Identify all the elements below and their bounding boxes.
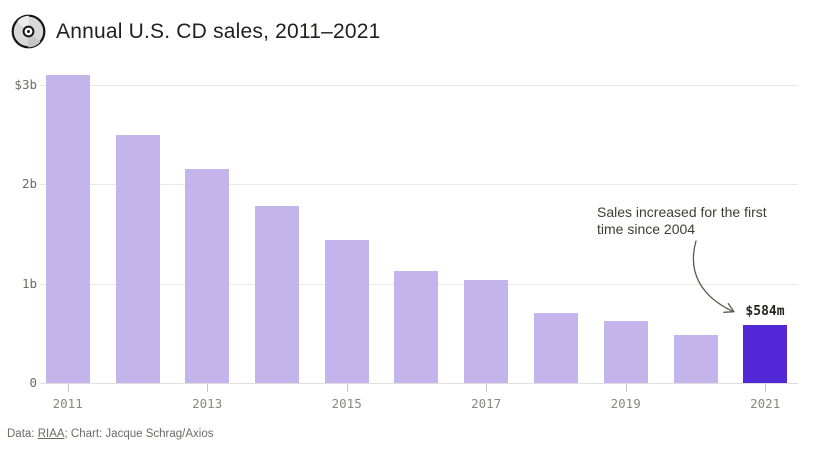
x-axis-label-2017: 2017 [471, 396, 502, 411]
annotation-line-1: Sales increased for the first [597, 204, 767, 220]
gridline-$3b [40, 84, 798, 86]
x-axis-label-2013: 2013 [192, 396, 223, 411]
cd-disc-icon [11, 14, 46, 49]
source-suffix: ; Chart: Jacque Schrag/Axios [64, 428, 214, 440]
x-tick-2011 [67, 384, 69, 392]
y-axis-label-1b: 1b [21, 275, 37, 291]
page-title: Annual U.S. CD sales, 2011–2021 [56, 19, 381, 43]
chart-annotation: Sales increased for the first time since… [597, 204, 787, 237]
bar-2011 [45, 74, 90, 383]
x-axis-label-2011: 2011 [52, 396, 83, 411]
x-tick-2017 [486, 384, 488, 392]
value-label-2021: $584m [745, 304, 785, 319]
bar-2013 [185, 169, 230, 383]
bar-2018 [534, 313, 578, 383]
y-axis-label-2b: 2b [21, 176, 37, 191]
riaa-link[interactable]: RIAA [37, 428, 65, 440]
bar-2017 [464, 279, 509, 383]
x-tick-2021 [765, 384, 767, 392]
source-prefix: Data: [7, 428, 38, 440]
x-axis-label-2015: 2015 [331, 396, 362, 411]
y-axis-label-$3b: $3b [14, 76, 37, 92]
x-axis-label-2021: 2021 [750, 396, 781, 411]
x-tick-2013 [207, 384, 209, 392]
x-axis-label-2019: 2019 [610, 396, 641, 411]
bar-2021 [743, 324, 788, 383]
y-axis-label-0: 0 [29, 375, 37, 390]
bar-2012 [115, 135, 160, 383]
source-credit: Data: RIAA; Chart: Jacque Schrag/Axios [7, 428, 213, 440]
bar-2015 [324, 239, 369, 383]
annotation-line-2: time since 2004 [597, 220, 696, 237]
x-tick-2015 [346, 384, 348, 392]
bar-2020 [673, 335, 718, 383]
gridline-2b [40, 184, 798, 185]
x-tick-2019 [625, 384, 627, 392]
x-axis-line [40, 383, 798, 384]
bar-2019 [603, 321, 648, 383]
bar-2016 [394, 270, 439, 383]
chart-header: Annual U.S. CD sales, 2011–2021 [10, 13, 381, 50]
bar-2014 [254, 205, 299, 383]
